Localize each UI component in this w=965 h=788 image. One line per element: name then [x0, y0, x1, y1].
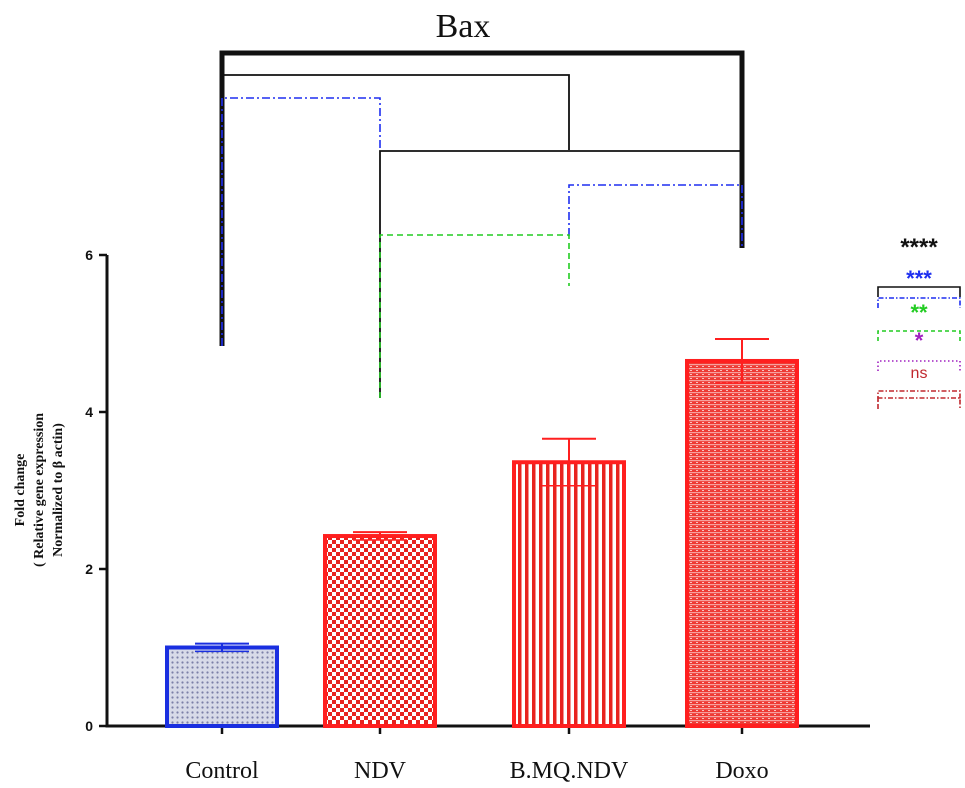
bracket-control-doxo: [219, 50, 745, 346]
error-bars: [195, 337, 769, 653]
y-axis-label-line-1: Fold change: [13, 454, 28, 527]
bracket-bmqndv-doxo: [568, 184, 743, 248]
y-axis-label-line-2: ( Relative gene expression: [32, 413, 47, 567]
x-tick-label-doxo: Doxo: [715, 758, 768, 784]
x-tick-label-b-mq-ndv: B.MQ.NDV: [510, 758, 629, 784]
legend-label-3: *: [915, 328, 924, 353]
legend-bracket-extra: [877, 397, 961, 409]
bars: [165, 358, 799, 729]
legend-label-1: ***: [906, 266, 932, 291]
legend-bracket-2: [877, 330, 961, 341]
legend-bracket-0: [877, 286, 961, 297]
y-axis-label: Fold change ( Relative gene expression N…: [13, 413, 66, 567]
legend-bracket-3: [877, 360, 961, 371]
bar-doxo: [685, 358, 799, 728]
legend-bracket-1: [877, 297, 961, 308]
x-tick-label-ndv: NDV: [354, 758, 407, 784]
x-tick-label-control: Control: [185, 758, 259, 784]
y-tick-label-4: 4: [85, 404, 93, 420]
significance-brackets: [219, 50, 745, 398]
y-axis-label-line-3: Normalized to β actin): [51, 423, 66, 557]
legend-bracket-4: [877, 390, 961, 401]
legend-label-2: **: [910, 300, 928, 325]
chart-title: Bax: [436, 8, 491, 45]
legend-label-0: ****: [900, 234, 938, 261]
bracket-ndv-bmqndv: [379, 234, 570, 398]
y-tick-label-6: 6: [85, 247, 93, 263]
axes: 0 2 4 6 Control NDV B.MQ.NDV Doxo: [85, 247, 870, 784]
bar-ndv: [323, 534, 437, 729]
bar-b-mq-ndv: [512, 460, 626, 728]
y-tick-label-2: 2: [85, 561, 93, 577]
legend-label-4: ns: [911, 365, 928, 382]
bracket-control-bmqndv: [221, 74, 570, 346]
y-tick-label-0: 0: [85, 718, 93, 734]
bracket-control-ndv: [221, 97, 381, 346]
bar-control: [165, 645, 279, 728]
significance-legend: **********ns: [877, 234, 961, 409]
